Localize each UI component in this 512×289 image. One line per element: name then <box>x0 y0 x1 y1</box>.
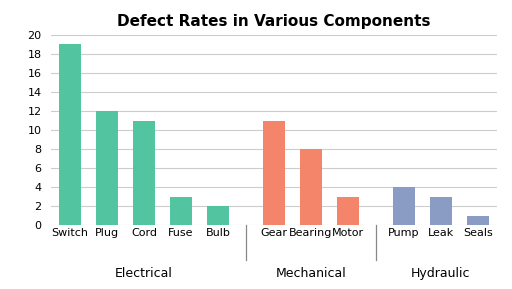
Title: Defect Rates in Various Components: Defect Rates in Various Components <box>117 14 431 29</box>
Bar <box>170 197 193 225</box>
Bar <box>133 121 155 225</box>
Bar <box>96 111 118 225</box>
Text: Electrical: Electrical <box>115 267 173 280</box>
Bar <box>393 187 415 225</box>
Bar <box>337 197 359 225</box>
Text: Hydraulic: Hydraulic <box>411 267 471 280</box>
Bar <box>430 197 452 225</box>
Bar <box>300 149 322 225</box>
Bar <box>263 121 285 225</box>
Text: Mechanical: Mechanical <box>275 267 347 280</box>
Bar <box>467 216 489 225</box>
Bar <box>59 44 81 225</box>
Bar <box>207 206 229 225</box>
